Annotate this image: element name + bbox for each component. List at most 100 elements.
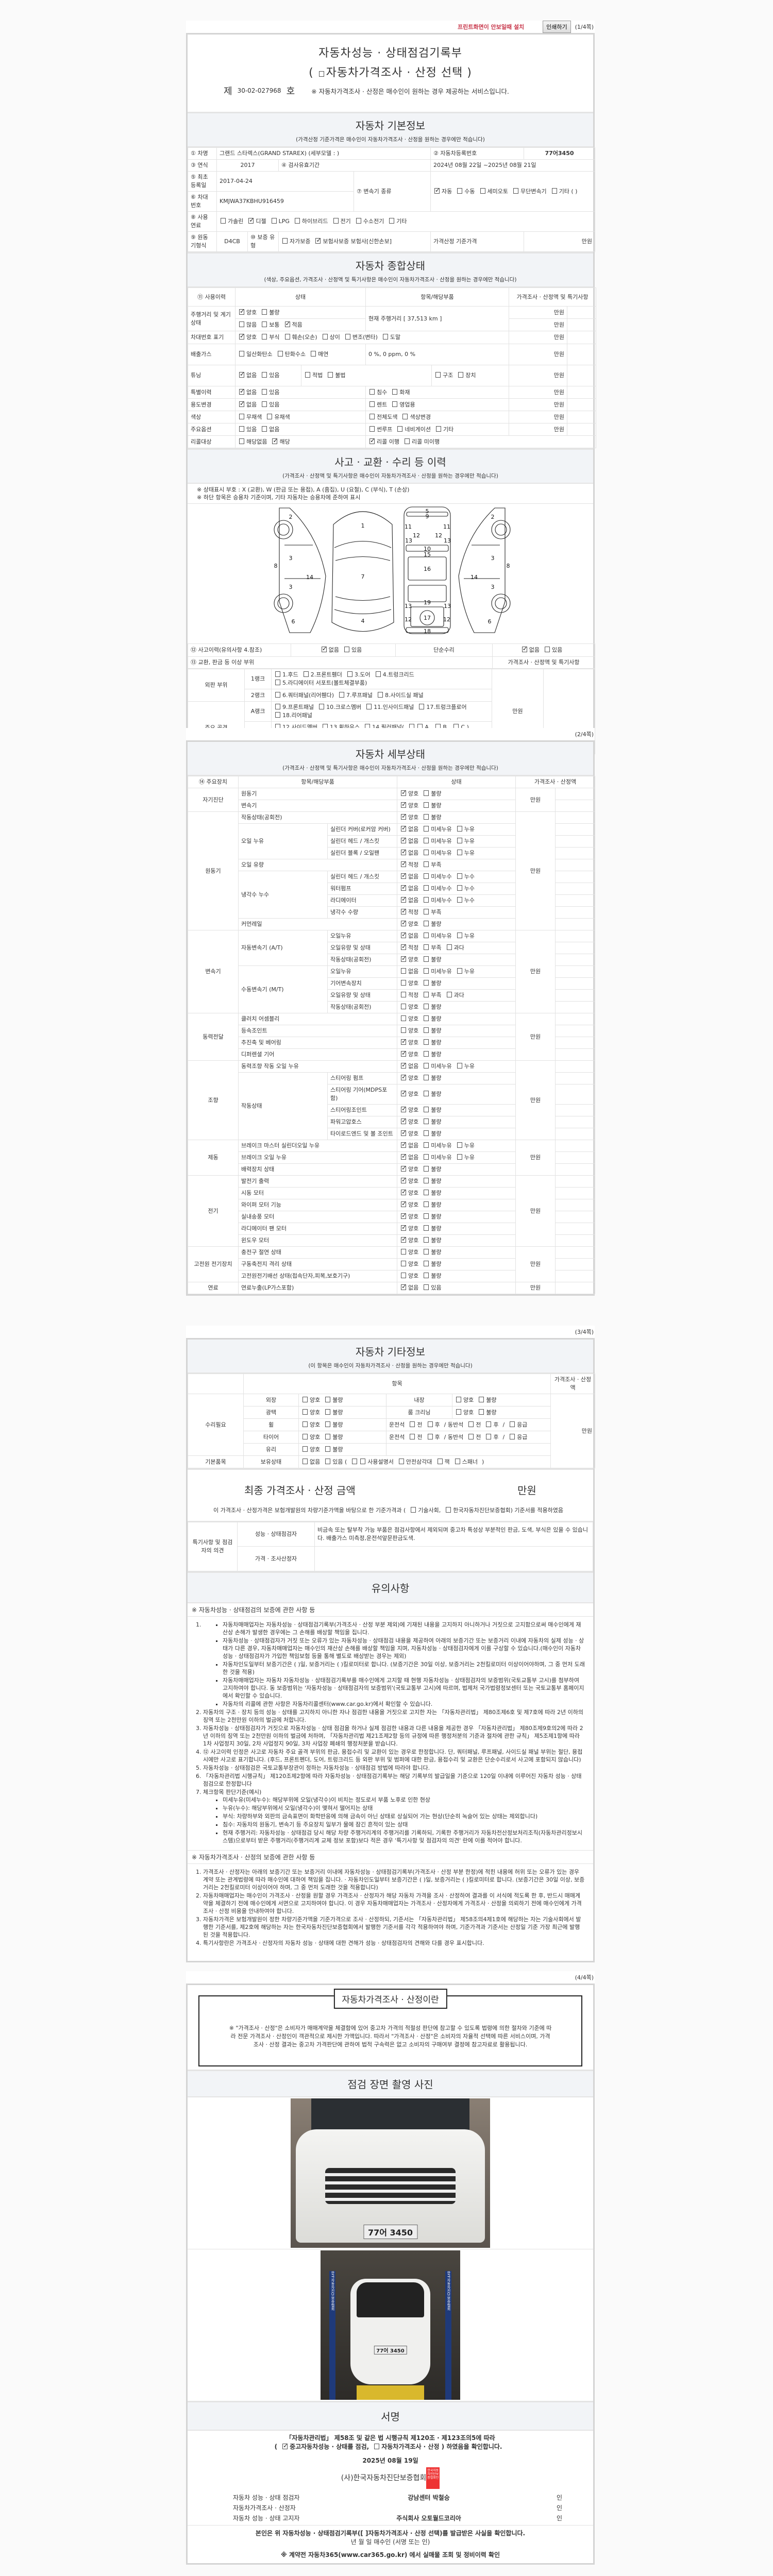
checkbox-option[interactable]: 부족 [423,861,442,868]
checkbox[interactable] [510,1421,515,1427]
checkbox-option[interactable]: 없음 [400,848,418,856]
checkbox-option[interactable]: 누유 [456,1142,475,1149]
checkbox-option[interactable]: 기술사회, [410,1507,441,1514]
checkbox[interactable] [424,861,429,867]
checkbox-option[interactable]: 양호 [400,1188,418,1196]
checkbox-option[interactable]: 불량 [324,1409,343,1416]
checkbox[interactable] [424,944,429,950]
checkbox-option[interactable]: 양호 [400,1273,418,1279]
checkbox-option[interactable]: 5.라디에이터 서포트(볼트체결부품) [274,680,367,686]
checkbox-option[interactable]: 불량 [423,1130,442,1137]
checkbox[interactable] [239,351,244,357]
checkbox[interactable] [427,1421,433,1427]
checkbox-option[interactable]: 미세누유 [423,1142,452,1149]
checkbox[interactable] [369,401,375,407]
checkbox-option[interactable]: 양호 [400,1235,418,1244]
checkbox[interactable] [267,413,273,419]
checkbox-option[interactable]: 불량 [423,1213,442,1220]
checkbox[interactable] [303,1458,308,1464]
checkbox-option[interactable]: 양호 [301,1433,320,1440]
checkbox-option[interactable]: 장치 [457,372,476,379]
checkbox[interactable] [275,704,280,709]
checkbox[interactable] [401,1176,407,1184]
checkbox[interactable] [392,388,398,395]
checkbox[interactable] [401,992,406,997]
checkbox-option[interactable]: 있음 [261,372,280,379]
checkbox[interactable] [457,885,462,891]
checkbox[interactable] [239,413,244,419]
checkbox-option[interactable]: 전체도색 [368,413,397,420]
checkbox[interactable] [424,1284,429,1290]
checkbox[interactable] [424,897,429,903]
checkbox-option[interactable]: 양호 [400,1073,418,1081]
checkbox-option[interactable]: 불량 [324,1421,343,1428]
checkbox[interactable] [369,413,375,419]
checkbox[interactable] [401,871,407,879]
checkbox[interactable] [513,188,518,194]
checkbox[interactable] [344,647,349,652]
checkbox[interactable] [424,1039,429,1045]
checkbox-option[interactable]: 양호 [400,1249,418,1256]
checkbox[interactable] [401,919,407,927]
checkbox-option[interactable]: 부식 [261,334,280,341]
checkbox-option[interactable]: 누유 [456,1154,475,1161]
checkbox[interactable] [347,671,352,677]
checkbox[interactable] [401,788,407,796]
checkbox-option[interactable]: 세미오토 [479,188,508,195]
checkbox[interactable] [360,1458,366,1464]
checkbox-option[interactable]: 불량 [423,1249,442,1256]
checkbox-option[interactable]: 양호 [400,1037,418,1046]
checkbox[interactable] [311,351,316,357]
checkbox-option[interactable]: 적정 [400,942,418,951]
checkbox-option[interactable]: 불량 [423,1261,442,1267]
checkbox[interactable] [424,1154,429,1160]
checkbox[interactable] [305,372,310,378]
checkbox-option[interactable]: 리콜 미이행 [404,438,440,445]
checkbox-option[interactable]: 썬루프 [368,426,392,433]
checkbox[interactable] [275,691,280,698]
checkbox-option[interactable]: 불량 [423,980,442,987]
checkbox[interactable] [486,1433,492,1439]
checkbox-option[interactable]: 불량 [423,1190,442,1196]
checkbox-option[interactable]: 양호 [400,1027,418,1034]
checkbox-option[interactable]: 해당없음 [238,438,267,445]
checkbox-option[interactable]: 양호 [301,1396,320,1403]
checkbox-option[interactable]: 불량 [478,1396,497,1403]
checkbox-option[interactable]: 불량 [423,1107,442,1113]
checkbox[interactable] [424,1201,429,1207]
print-button[interactable]: 인쇄하기 [543,21,571,33]
checkbox-option[interactable]: 불량 [324,1433,343,1440]
checkbox-option[interactable]: 없음 [400,1282,418,1291]
checkbox-option[interactable]: 있음 [261,388,280,396]
checkbox-option[interactable]: 미세누유 [423,850,452,856]
checkbox[interactable] [401,1235,407,1243]
checkbox[interactable] [401,848,407,856]
checkbox[interactable] [378,691,383,698]
checkbox-option[interactable]: LPG [271,218,290,225]
checkbox[interactable] [401,895,407,903]
checkbox[interactable] [397,426,403,432]
checkbox[interactable] [282,2442,288,2450]
checkbox[interactable] [239,387,245,395]
checkbox[interactable] [401,1140,407,1148]
checkbox-option[interactable]: 사용설명서 [359,1458,394,1465]
checkbox[interactable] [352,1458,358,1464]
checkbox[interactable] [479,1409,484,1415]
checkbox-option[interactable]: 잭 [436,1458,450,1465]
checkbox[interactable] [437,1458,443,1464]
checkbox[interactable] [410,1421,415,1427]
checkbox-option[interactable]: 없음 [400,895,418,904]
checkbox[interactable] [401,1164,407,1172]
checkbox[interactable] [424,1107,429,1112]
checkbox-option[interactable]: 4.트렁크리드 [375,671,414,678]
checkbox-option[interactable]: 도말 [382,334,400,341]
checkbox[interactable] [392,401,398,407]
checkbox[interactable] [315,236,322,244]
checkbox-option[interactable]: 불량 [423,1091,442,1097]
checkbox-option[interactable]: 불량 [423,1237,442,1244]
checkbox[interactable] [401,1027,406,1033]
checkbox-option[interactable]: 중고자동차성능 · 상태를 점검, [281,2442,369,2450]
checkbox-option[interactable]: 양호 [400,1211,418,1220]
checkbox-option[interactable]: 있음 [261,401,280,408]
checkbox-option[interactable]: 부족 [423,944,442,951]
